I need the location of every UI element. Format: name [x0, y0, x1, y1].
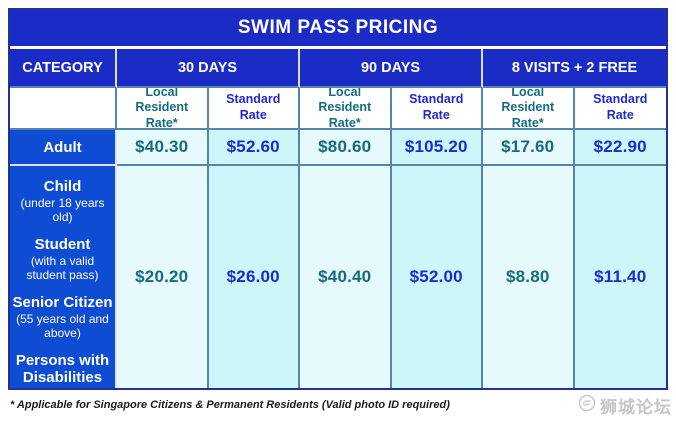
- category-persons-with-disabilities: Persons with Disabilities: [10, 352, 115, 387]
- price-adult-90d-local: $80.60: [300, 130, 392, 166]
- watermark: 狮城论坛: [577, 393, 672, 418]
- subheader-standard-rate-30d: Standard Rate: [208, 88, 300, 130]
- watermark-text: 狮城论坛: [600, 398, 672, 417]
- price-concession-90d-standard: $52.00: [391, 166, 483, 388]
- price-concession-30d-standard: $26.00: [208, 166, 300, 388]
- price-adult-30d-local: $40.30: [117, 130, 209, 166]
- category-senior-citizen: Senior Citizen (55 years old and above): [10, 294, 115, 341]
- subheader-local-resident-rate-30d: Local Resident Rate*: [117, 88, 209, 130]
- subheader-local-resident-rate-90d: Local Resident Rate*: [300, 88, 392, 130]
- price-concession-8v-local: $8.80: [483, 166, 575, 388]
- row-label-adult: Adult: [10, 130, 117, 166]
- pricing-grid: CATEGORY 30 DAYS 90 DAYS 8 VISITS + 2 FR…: [10, 49, 666, 388]
- price-concession-30d-local: $20.20: [117, 166, 209, 388]
- price-concession-90d-local: $40.40: [300, 166, 392, 388]
- column-header-90-days: 90 DAYS: [300, 49, 483, 88]
- category-senior-citizen-name: Senior Citizen: [12, 293, 113, 311]
- subheader-local-resident-rate-8v: Local Resident Rate*: [483, 88, 575, 130]
- category-child: Child (under 18 years old): [10, 178, 115, 225]
- pricing-table: SWIM PASS PRICING CATEGORY 30 DAYS 90 DA…: [8, 8, 668, 390]
- column-header-30-days: 30 DAYS: [117, 49, 300, 88]
- subheader-standard-rate-8v: Standard Rate: [574, 88, 666, 130]
- lion-logo-icon: [577, 393, 597, 418]
- category-student-note: (with a valid student pass): [26, 254, 99, 282]
- price-adult-8v-local: $17.60: [483, 130, 575, 166]
- category-child-note: (under 18 years old): [20, 196, 105, 225]
- category-student-name: Student: [34, 235, 91, 253]
- table-title: SWIM PASS PRICING: [10, 10, 666, 46]
- price-adult-30d-standard: $52.60: [208, 130, 300, 166]
- column-header-category: CATEGORY: [10, 49, 117, 88]
- footnote: * Applicable for Singapore Citizens & Pe…: [10, 399, 450, 411]
- category-persons-with-disabilities-name: Persons with Disabilities: [15, 351, 110, 386]
- price-adult-8v-standard: $22.90: [574, 130, 666, 166]
- column-header-8-visits-2-free: 8 VISITS + 2 FREE: [483, 49, 666, 88]
- row-label-concessions: Child (under 18 years old) Student (with…: [10, 166, 117, 388]
- subheader-blank-cell: [10, 88, 117, 130]
- title-separator: [10, 46, 666, 49]
- price-concession-8v-standard: $11.40: [574, 166, 666, 388]
- category-student: Student (with a valid student pass): [10, 236, 115, 283]
- subheader-standard-rate-90d: Standard Rate: [391, 88, 483, 130]
- category-senior-citizen-note: (55 years old and above): [16, 311, 109, 340]
- price-adult-90d-standard: $105.20: [391, 130, 483, 166]
- category-child-name: Child: [43, 178, 82, 195]
